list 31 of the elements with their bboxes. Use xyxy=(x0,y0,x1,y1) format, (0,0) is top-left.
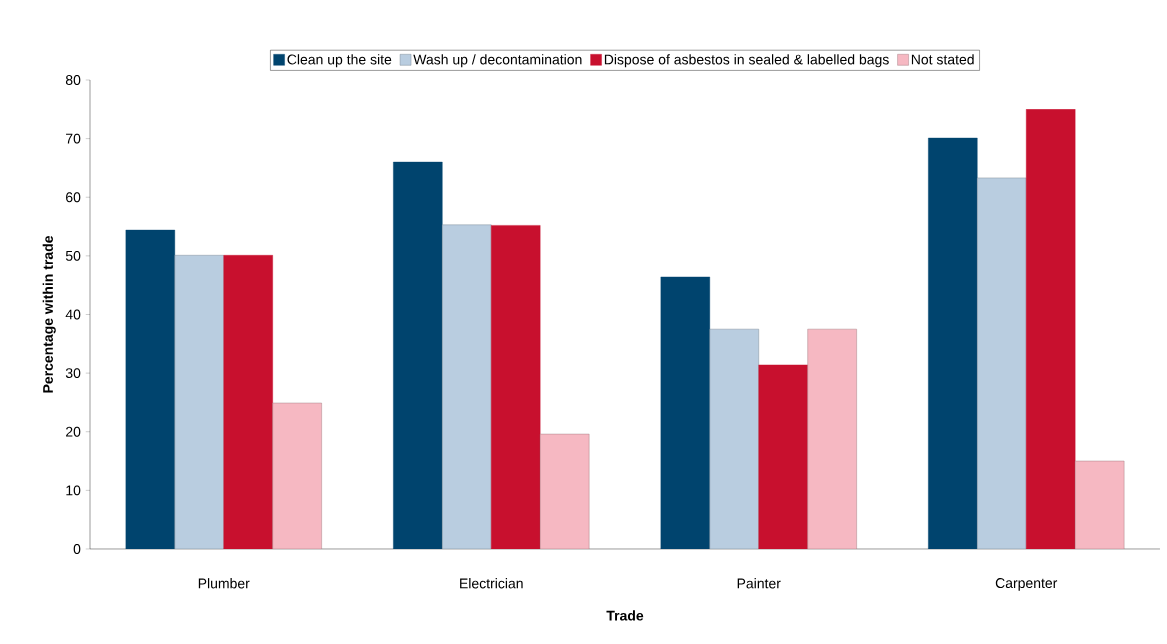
y-tick-label: 30 xyxy=(65,368,81,379)
bar xyxy=(758,364,808,549)
legend-label: Not stated xyxy=(911,54,974,65)
y-tick-label: 10 xyxy=(66,485,81,496)
y-axis-title: Percentage within trade xyxy=(42,236,56,393)
bar xyxy=(1026,109,1076,549)
y-tick-label: 20 xyxy=(66,426,81,437)
x-tick-label: Carpenter xyxy=(995,578,1058,591)
bar xyxy=(709,328,759,549)
y-tick-label: 0 xyxy=(73,544,81,554)
bar xyxy=(807,328,857,549)
y-tick-label: 50 xyxy=(65,250,81,261)
x-tick-label: Painter xyxy=(737,578,781,589)
bar xyxy=(540,433,590,549)
legend-label: Wash up / decontamination xyxy=(413,54,582,68)
bar xyxy=(272,402,322,549)
bar xyxy=(977,177,1027,549)
x-axis-title: Trade xyxy=(606,610,644,621)
bar xyxy=(174,255,224,549)
x-tick-label: Plumber xyxy=(198,578,250,589)
bar xyxy=(442,224,492,549)
x-tick-label: Electrician xyxy=(460,578,523,589)
bar xyxy=(491,225,541,549)
y-tick-label: 70 xyxy=(66,133,81,144)
y-tick-label: 40 xyxy=(65,309,81,320)
bar xyxy=(1074,460,1125,549)
y-tick-label: 60 xyxy=(66,192,81,203)
legend-label: Dispose of asbestos in sealed & labelled bags xyxy=(604,54,889,68)
bar xyxy=(223,255,273,549)
legend-label: Clean up the site xyxy=(287,54,392,68)
y-tick-label: 80 xyxy=(65,75,81,85)
